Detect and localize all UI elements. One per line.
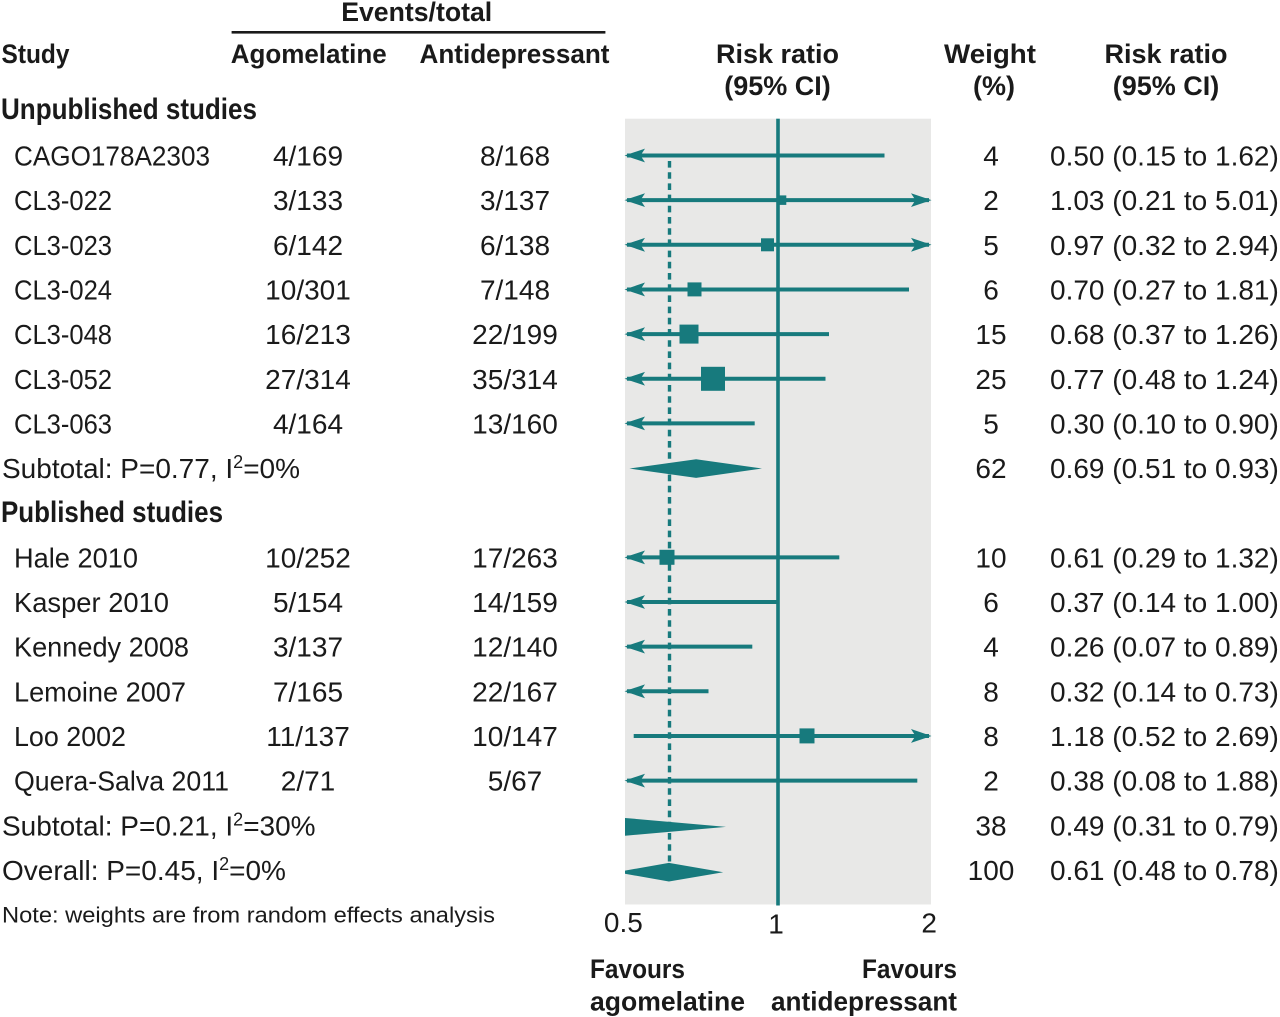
svg-text:CL3-048: CL3-048: [14, 319, 112, 350]
svg-text:10: 10: [975, 542, 1006, 573]
svg-text:16/213: 16/213: [265, 319, 351, 350]
svg-text:13/160: 13/160: [472, 408, 558, 439]
svg-text:0.61 (0.29 to 1.32): 0.61 (0.29 to 1.32): [1050, 542, 1279, 573]
svg-text:38: 38: [975, 810, 1006, 841]
svg-text:Antidepressant: Antidepressant: [420, 39, 610, 69]
svg-text:0.70 (0.27 to 1.81): 0.70 (0.27 to 1.81): [1050, 274, 1279, 305]
svg-text:3/133: 3/133: [273, 185, 343, 216]
svg-text:agomelatine: agomelatine: [590, 987, 745, 1017]
svg-text:0.97 (0.32 to 2.94): 0.97 (0.32 to 2.94): [1050, 230, 1279, 261]
svg-text:7/165: 7/165: [273, 676, 343, 707]
svg-text:100: 100: [968, 855, 1015, 886]
svg-text:6: 6: [983, 274, 999, 305]
svg-text:17/263: 17/263: [472, 542, 558, 573]
svg-text:Risk ratio: Risk ratio: [716, 39, 839, 69]
svg-text:0.50 (0.15 to 1.62): 0.50 (0.15 to 1.62): [1050, 141, 1279, 172]
svg-text:Events/total: Events/total: [341, 0, 492, 27]
svg-text:6: 6: [983, 587, 999, 618]
svg-text:CL3-052: CL3-052: [14, 364, 112, 395]
svg-text:5/154: 5/154: [273, 587, 343, 618]
svg-text:1.18 (0.52 to 2.69): 1.18 (0.52 to 2.69): [1050, 721, 1279, 752]
svg-text:5/67: 5/67: [488, 766, 543, 797]
svg-text:22/199: 22/199: [472, 319, 558, 350]
svg-text:Published studies: Published studies: [1, 496, 223, 529]
svg-text:Study: Study: [2, 39, 70, 69]
svg-text:CL3-063: CL3-063: [14, 408, 112, 439]
svg-text:3/137: 3/137: [480, 185, 550, 216]
svg-text:Risk ratio: Risk ratio: [1104, 39, 1227, 69]
svg-text:10/147: 10/147: [472, 721, 558, 752]
svg-text:0.69 (0.51 to 0.93): 0.69 (0.51 to 0.93): [1050, 453, 1279, 484]
svg-text:(95% CI): (95% CI): [1113, 71, 1220, 101]
svg-text:0.5: 0.5: [604, 907, 643, 938]
svg-text:Note: weights are from random: Note: weights are from random effects an…: [2, 903, 495, 928]
svg-text:Favours: Favours: [590, 954, 685, 984]
svg-text:Unpublished studies: Unpublished studies: [1, 93, 257, 126]
svg-text:10/252: 10/252: [265, 542, 351, 573]
svg-text:Quera-Salva 2011: Quera-Salva 2011: [14, 766, 229, 797]
svg-text:22/167: 22/167: [472, 676, 558, 707]
svg-text:CL3-022: CL3-022: [14, 185, 112, 216]
svg-text:Kennedy 2008: Kennedy 2008: [14, 632, 189, 663]
svg-text:8: 8: [983, 721, 999, 752]
svg-text:15: 15: [975, 319, 1006, 350]
svg-text:Favours: Favours: [862, 954, 957, 984]
svg-text:62: 62: [975, 453, 1006, 484]
svg-text:Lemoine 2007: Lemoine 2007: [14, 676, 186, 707]
svg-text:14/159: 14/159: [472, 587, 558, 618]
svg-text:Agomelatine: Agomelatine: [231, 39, 387, 69]
svg-text:Kasper 2010: Kasper 2010: [14, 587, 169, 618]
svg-text:2: 2: [983, 185, 999, 216]
svg-text:7/148: 7/148: [480, 274, 550, 305]
svg-text:1: 1: [768, 909, 784, 940]
svg-text:(95% CI): (95% CI): [724, 71, 831, 101]
svg-text:6/138: 6/138: [480, 230, 550, 261]
svg-text:2: 2: [921, 908, 937, 939]
svg-text:Overall: P=0.45, I2=0%: Overall: P=0.45, I2=0%: [2, 854, 286, 886]
svg-text:4/164: 4/164: [273, 408, 343, 439]
svg-text:0.68 (0.37 to 1.26): 0.68 (0.37 to 1.26): [1050, 319, 1279, 350]
svg-text:5: 5: [983, 230, 999, 261]
svg-text:25: 25: [975, 364, 1006, 395]
svg-text:Loo 2002: Loo 2002: [14, 721, 126, 752]
svg-text:CL3-024: CL3-024: [14, 274, 112, 305]
svg-text:1.03 (0.21 to 5.01): 1.03 (0.21 to 5.01): [1050, 185, 1279, 216]
svg-text:5: 5: [983, 408, 999, 439]
svg-text:6/142: 6/142: [273, 230, 343, 261]
svg-text:27/314: 27/314: [265, 364, 351, 395]
svg-text:0.77 (0.48 to 1.24): 0.77 (0.48 to 1.24): [1050, 364, 1279, 395]
svg-text:8/168: 8/168: [480, 141, 550, 172]
svg-text:CL3-023: CL3-023: [14, 230, 112, 261]
svg-text:2: 2: [983, 766, 999, 797]
svg-text:Subtotal: P=0.77, I2=0%: Subtotal: P=0.77, I2=0%: [2, 452, 300, 484]
svg-text:0.30 (0.10 to 0.90): 0.30 (0.10 to 0.90): [1050, 408, 1279, 439]
svg-text:CAGO178A2303: CAGO178A2303: [14, 141, 210, 172]
svg-text:Weight: Weight: [944, 39, 1036, 69]
svg-text:4/169: 4/169: [273, 141, 343, 172]
svg-text:Subtotal: P=0.21, I2=30%: Subtotal: P=0.21, I2=30%: [2, 809, 316, 841]
svg-text:(%): (%): [973, 71, 1015, 101]
svg-text:antidepressant: antidepressant: [771, 987, 957, 1017]
svg-text:0.26 (0.07 to 0.89): 0.26 (0.07 to 0.89): [1050, 632, 1279, 663]
svg-text:4: 4: [983, 141, 999, 172]
svg-text:35/314: 35/314: [472, 364, 558, 395]
svg-text:11/137: 11/137: [266, 721, 350, 752]
svg-text:10/301: 10/301: [265, 274, 351, 305]
svg-text:3/137: 3/137: [273, 632, 343, 663]
svg-text:0.49 (0.31 to 0.79): 0.49 (0.31 to 0.79): [1050, 810, 1279, 841]
svg-text:Hale 2010: Hale 2010: [14, 542, 138, 573]
svg-text:0.32 (0.14 to 0.73): 0.32 (0.14 to 0.73): [1050, 676, 1279, 707]
svg-text:4: 4: [983, 632, 999, 663]
svg-text:0.38 (0.08 to 1.88): 0.38 (0.08 to 1.88): [1050, 766, 1279, 797]
svg-text:8: 8: [983, 676, 999, 707]
svg-text:0.37 (0.14 to 1.00): 0.37 (0.14 to 1.00): [1050, 587, 1279, 618]
svg-text:2/71: 2/71: [281, 766, 336, 797]
svg-text:0.61 (0.48 to 0.78): 0.61 (0.48 to 0.78): [1050, 855, 1279, 886]
svg-text:12/140: 12/140: [472, 632, 558, 663]
